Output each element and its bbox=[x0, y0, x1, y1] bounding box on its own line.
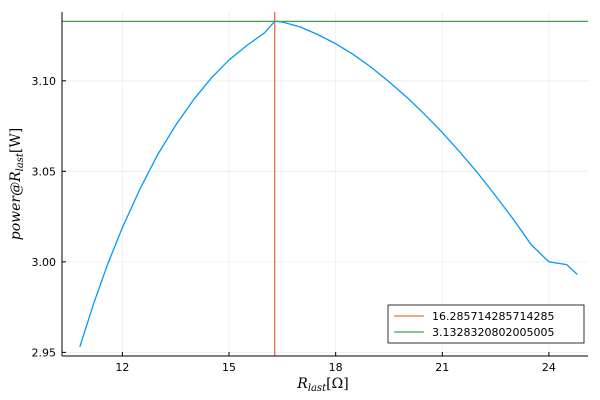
series-layer bbox=[62, 12, 588, 356]
legend-box bbox=[387, 304, 585, 344]
y-axis-label: power@Rlast[W] bbox=[8, 128, 26, 241]
y-tick-label: 3.10 bbox=[32, 75, 57, 88]
axes bbox=[61, 12, 588, 357]
legend: 16.285714285714285 3.1328320802005005 bbox=[387, 304, 585, 344]
x-tick-label: 12 bbox=[115, 361, 129, 374]
x-axis-label: Rlast[Ω] bbox=[296, 376, 348, 394]
legend-label-vline: 16.285714285714285 bbox=[432, 310, 554, 323]
tick-labels: 12 15 18 21 24 2.95 3.00 3.05 3.10 bbox=[32, 75, 556, 374]
x-tick-label: 24 bbox=[542, 361, 556, 374]
y-tick-label: 3.00 bbox=[32, 256, 57, 269]
x-tick-label: 21 bbox=[435, 361, 449, 374]
power-curve bbox=[79, 20, 578, 348]
grid bbox=[62, 12, 588, 356]
x-tick-label: 18 bbox=[329, 361, 343, 374]
y-tick-label: 3.05 bbox=[32, 165, 57, 178]
y-tick-label: 2.95 bbox=[32, 346, 57, 359]
legend-label-hline: 3.1328320802005005 bbox=[432, 326, 554, 339]
x-tick-label: 15 bbox=[222, 361, 236, 374]
